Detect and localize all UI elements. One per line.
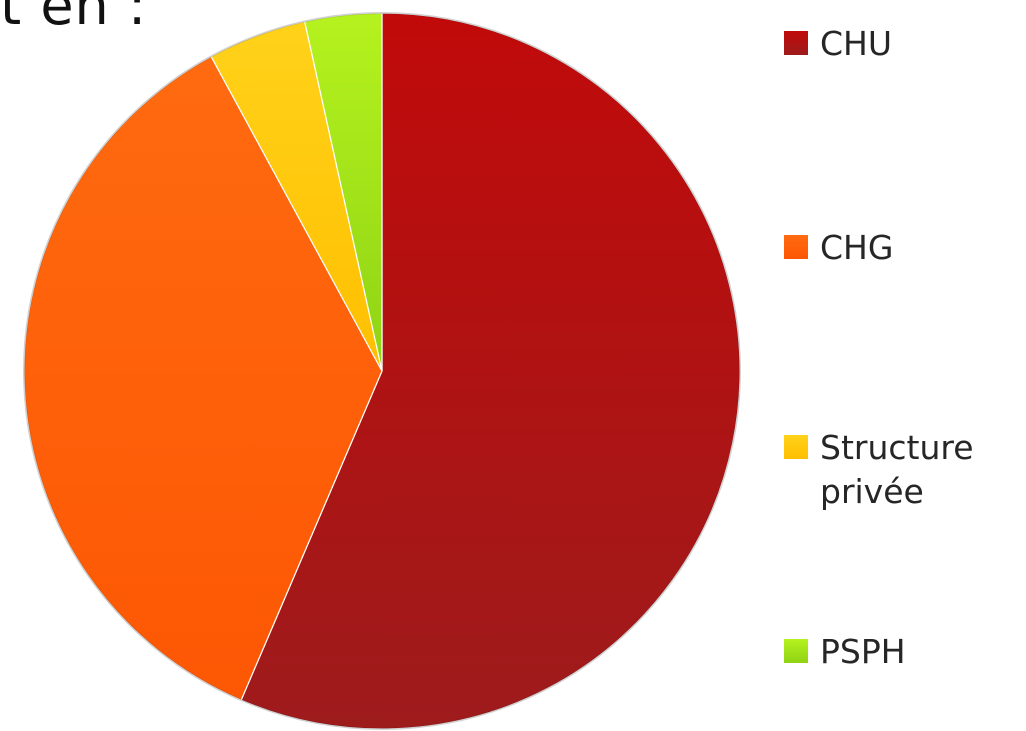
legend-label: Structure privée	[820, 428, 974, 511]
legend-item-chg: CHG	[784, 226, 893, 270]
legend-item-chu: CHU	[784, 22, 892, 66]
legend-label: PSPH	[820, 632, 906, 671]
pie-slice-chu	[240, 12, 741, 730]
pie-outline	[23, 12, 741, 730]
legend-swatch	[784, 31, 808, 55]
legend-swatch	[784, 639, 808, 663]
legend-label: CHG	[820, 228, 894, 267]
pie-chart	[23, 12, 741, 730]
legend-item-psph: PSPH	[784, 630, 906, 674]
cropped-heading-text: t en :	[0, 0, 148, 37]
legend-label: CHU	[820, 24, 893, 63]
pie-slices	[23, 12, 741, 730]
legend-item-structure-priv-e: Structure privée	[784, 426, 974, 514]
pie-slice-chg	[23, 55, 383, 701]
legend-swatch	[784, 435, 808, 459]
legend-swatch	[784, 235, 808, 259]
pie-slice-psph	[303, 12, 383, 372]
